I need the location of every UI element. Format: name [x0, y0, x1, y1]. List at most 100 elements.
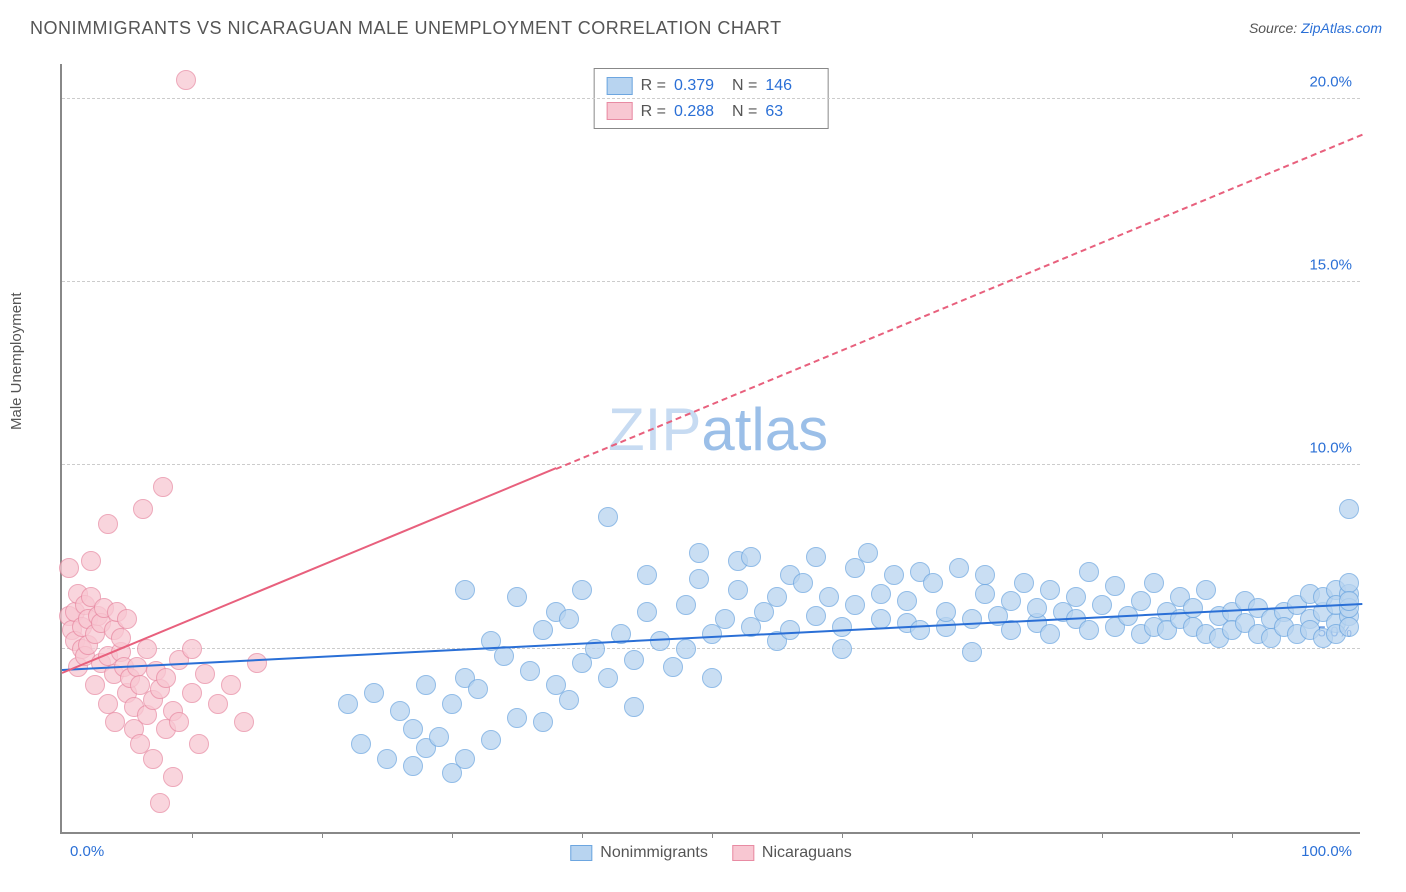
scatter-point — [676, 595, 696, 615]
scatter-point — [143, 749, 163, 769]
legend-item: Nonimmigrants — [570, 844, 708, 862]
y-axis-label: Male Unemployment — [8, 292, 25, 430]
scatter-point — [897, 591, 917, 611]
gridline — [62, 648, 1360, 649]
scatter-point — [416, 675, 436, 695]
legend-n-label: N = — [732, 99, 757, 125]
gridline — [62, 98, 1360, 99]
scatter-point — [780, 620, 800, 640]
scatter-point — [1339, 617, 1359, 637]
scatter-point — [182, 683, 202, 703]
scatter-point — [1027, 598, 1047, 618]
scatter-point — [884, 565, 904, 585]
scatter-point — [520, 661, 540, 681]
legend-swatch — [732, 845, 754, 861]
scatter-point — [741, 547, 761, 567]
scatter-point — [81, 551, 101, 571]
scatter-point — [572, 580, 592, 600]
scatter-point — [481, 730, 501, 750]
scatter-point — [59, 558, 79, 578]
scatter-point — [598, 507, 618, 527]
legend-item: Nicaraguans — [732, 844, 852, 862]
x-axis-tick-mark — [712, 832, 713, 838]
legend-r-value: 0.288 — [674, 99, 724, 125]
legend-series-label: Nonimmigrants — [600, 844, 708, 862]
gridline — [62, 464, 1360, 465]
scatter-point — [105, 712, 125, 732]
scatter-point — [1339, 573, 1359, 593]
scatter-point — [338, 694, 358, 714]
scatter-point — [663, 657, 683, 677]
scatter-point — [598, 668, 618, 688]
scatter-point — [962, 609, 982, 629]
scatter-point — [559, 690, 579, 710]
source-label: Source: — [1249, 20, 1301, 36]
x-axis-tick-mark — [452, 832, 453, 838]
x-axis-tick-mark — [322, 832, 323, 838]
scatter-point — [975, 565, 995, 585]
scatter-point — [195, 664, 215, 684]
x-axis-tick-label: 0.0% — [70, 843, 104, 860]
scatter-point — [1131, 591, 1151, 611]
scatter-point — [702, 668, 722, 688]
scatter-point — [1066, 587, 1086, 607]
scatter-point — [1079, 562, 1099, 582]
scatter-point — [163, 767, 183, 787]
legend-r-label: R = — [641, 99, 666, 125]
scatter-point — [1196, 580, 1216, 600]
scatter-point — [910, 620, 930, 640]
scatter-point — [169, 712, 189, 732]
scatter-point — [689, 569, 709, 589]
legend-r-value: 0.379 — [674, 73, 724, 99]
scatter-point — [949, 558, 969, 578]
watermark-text: ZIPatlas — [608, 395, 828, 464]
legend-swatch — [570, 845, 592, 861]
scatter-point — [351, 734, 371, 754]
scatter-point — [832, 617, 852, 637]
scatter-point — [858, 543, 878, 563]
trend-line — [556, 133, 1363, 469]
x-axis-tick-label: 100.0% — [1301, 843, 1352, 860]
legend-swatch — [607, 102, 633, 120]
scatter-point — [429, 727, 449, 747]
scatter-point — [98, 514, 118, 534]
scatter-point — [559, 609, 579, 629]
scatter-point — [624, 697, 644, 717]
scatter-point — [156, 668, 176, 688]
legend-n-label: N = — [732, 73, 757, 99]
scatter-point — [533, 712, 553, 732]
scatter-point — [1339, 591, 1359, 611]
y-axis-tick-label: 10.0% — [1309, 440, 1352, 457]
x-axis-tick-mark — [972, 832, 973, 838]
scatter-point — [507, 708, 527, 728]
scatter-point — [819, 587, 839, 607]
scatter-point — [650, 631, 670, 651]
scatter-point — [936, 602, 956, 622]
scatter-point — [150, 793, 170, 813]
scatter-point — [1014, 573, 1034, 593]
scatter-point — [182, 639, 202, 659]
gridline — [62, 281, 1360, 282]
scatter-point — [871, 584, 891, 604]
legend-swatch — [607, 77, 633, 95]
scatter-point — [390, 701, 410, 721]
scatter-point — [1183, 598, 1203, 618]
scatter-point — [767, 587, 787, 607]
legend-r-label: R = — [641, 73, 666, 99]
scatter-point — [494, 646, 514, 666]
scatter-point — [962, 642, 982, 662]
x-axis-tick-mark — [842, 832, 843, 838]
y-axis-tick-label: 20.0% — [1309, 73, 1352, 90]
scatter-point — [1079, 620, 1099, 640]
scatter-plot-area: ZIPatlas R = 0.379 N = 146 R = 0.288 N =… — [60, 64, 1360, 834]
scatter-point — [975, 584, 995, 604]
x-axis-tick-mark — [1102, 832, 1103, 838]
scatter-point — [377, 749, 397, 769]
scatter-point — [221, 675, 241, 695]
scatter-point — [689, 543, 709, 563]
x-axis-tick-mark — [192, 832, 193, 838]
legend-series-names: Nonimmigrants Nicaraguans — [570, 844, 851, 862]
scatter-point — [455, 580, 475, 600]
scatter-point — [85, 675, 105, 695]
scatter-point — [117, 609, 137, 629]
